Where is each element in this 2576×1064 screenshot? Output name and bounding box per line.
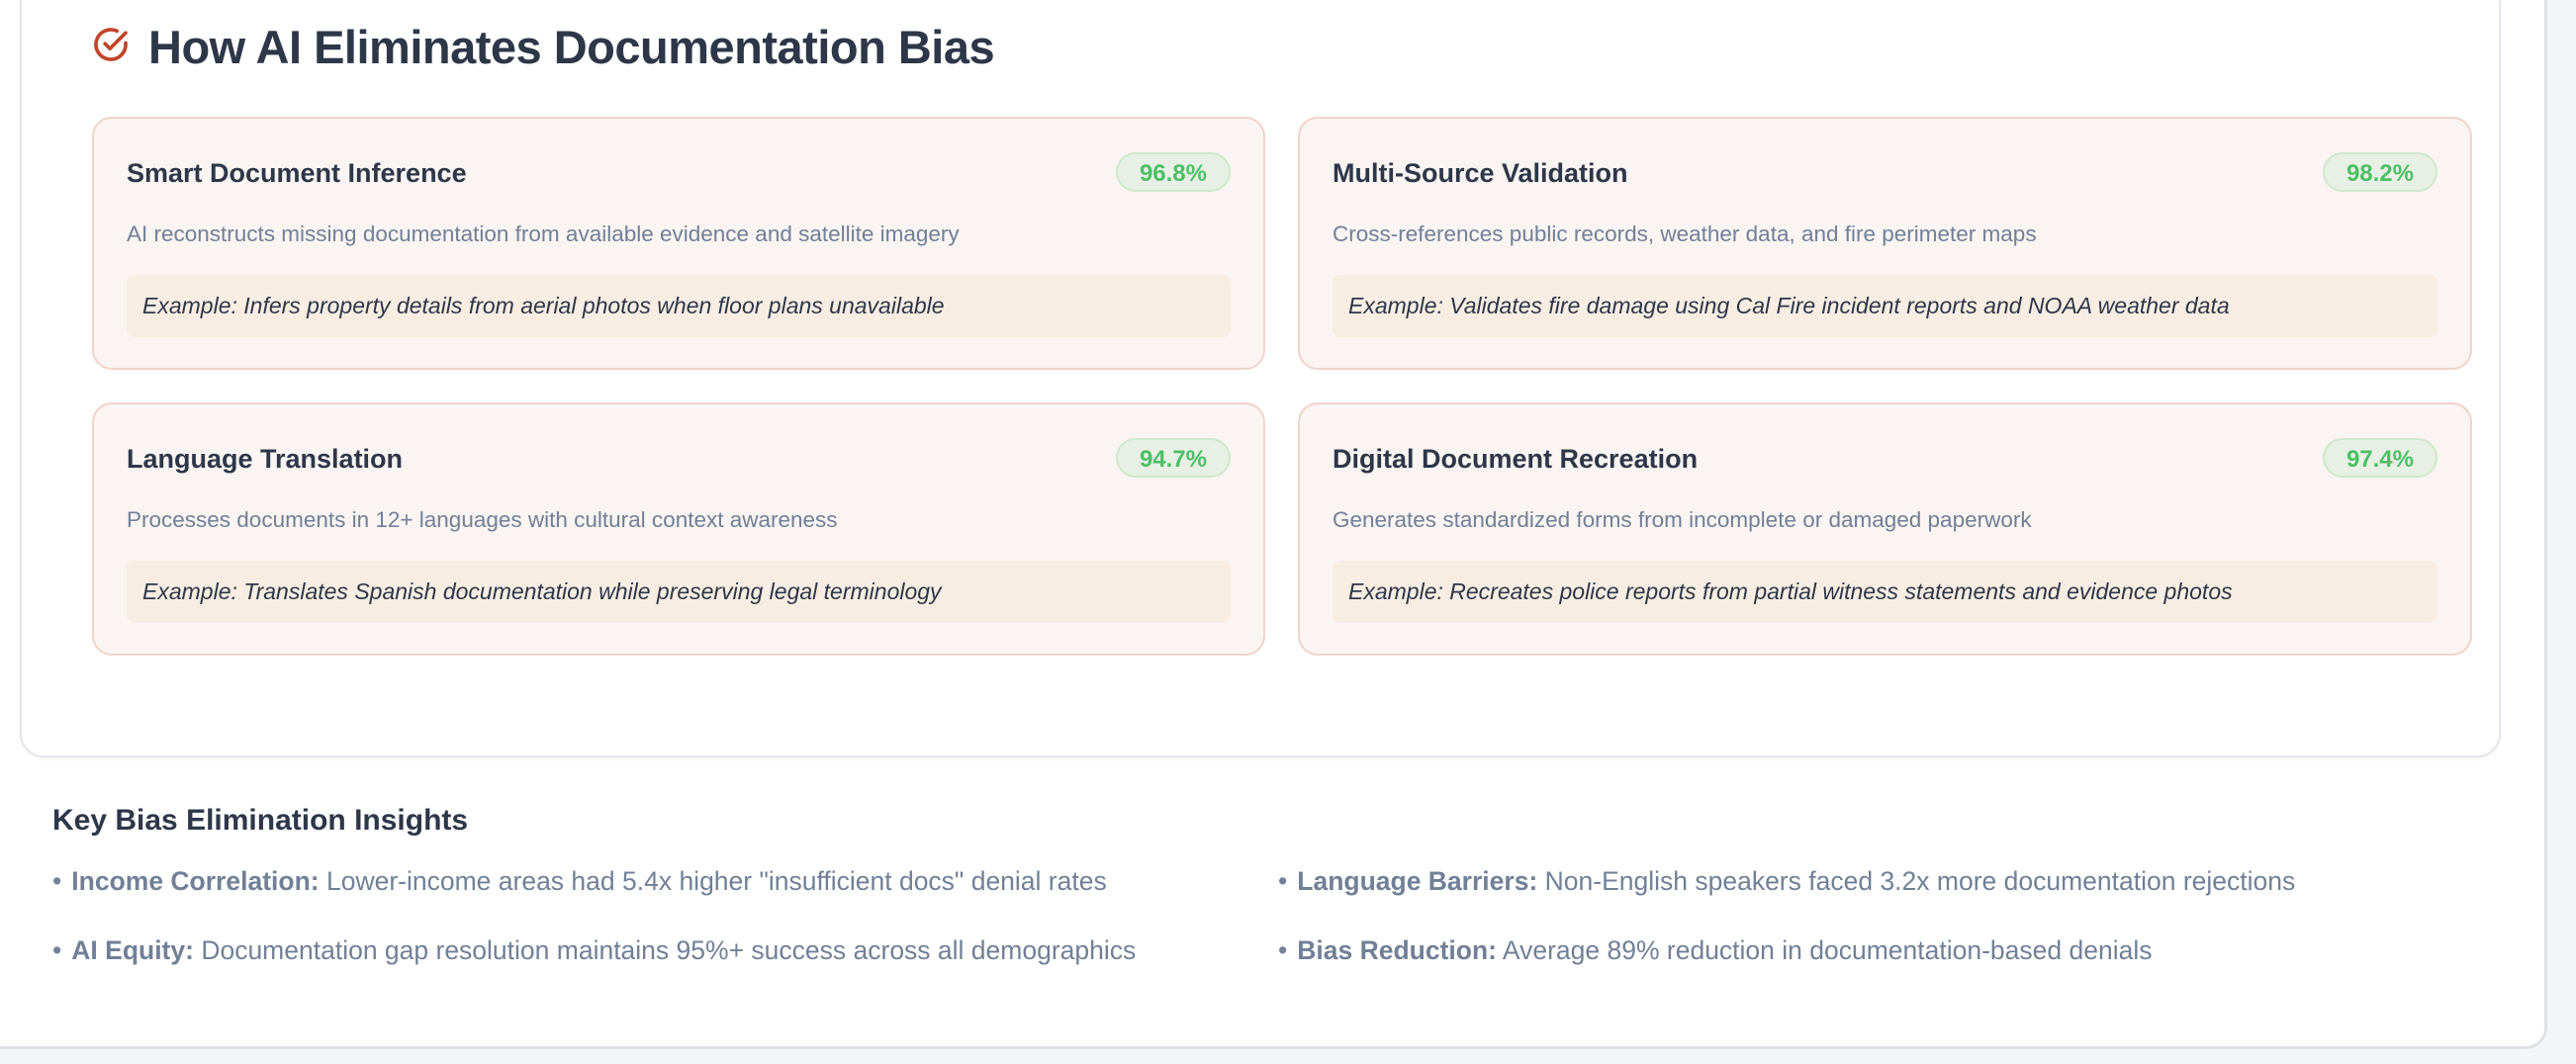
- bullet: •: [1278, 866, 1288, 896]
- insight-bias-reduction: • Bias Reduction: Average 89% reduction i…: [1278, 935, 2152, 966]
- insight-label: Income Correlation:: [71, 866, 320, 896]
- accuracy-badge: 98.2%: [2322, 152, 2438, 192]
- card-description: Cross-references public records, weather…: [1333, 222, 2037, 246]
- card-title: Smart Document Inference: [127, 158, 467, 188]
- card-description: Processes documents in 12+ languages wit…: [127, 507, 838, 532]
- insight-text: Lower-income areas had 5.4x higher "insu…: [319, 866, 1107, 896]
- insight-ai-equity: • AI Equity: Documentation gap resolution…: [52, 935, 1136, 966]
- accuracy-badge: 97.4%: [2322, 438, 2438, 478]
- page-panel: How AI Eliminates Documentation Bias Sma…: [0, 0, 2547, 1049]
- insight-income-correlation: • Income Correlation: Lower-income areas …: [52, 866, 1107, 897]
- card-title: Digital Document Recreation: [1333, 444, 1699, 474]
- section-header: How AI Eliminates Documentation Bias: [91, 20, 995, 74]
- accuracy-badge: 94.7%: [1115, 438, 1231, 478]
- check-circle-icon: [91, 25, 131, 69]
- insights-title: Key Bias Elimination Insights: [52, 804, 469, 837]
- method-card-smart-document-inference: Smart Document Inference 96.8% AI recons…: [92, 117, 1265, 370]
- insight-text: Average 89% reduction in documentation-b…: [1497, 935, 2153, 965]
- card-example: Example: Recreates police reports from p…: [1333, 561, 2438, 623]
- insight-label: Bias Reduction:: [1297, 935, 1497, 965]
- card-description: Generates standardized forms from incomp…: [1333, 507, 2032, 532]
- insight-label: Language Barriers:: [1297, 866, 1538, 896]
- method-card-multi-source-validation: Multi-Source Validation 98.2% Cross-refe…: [1298, 117, 2472, 370]
- card-example: Example: Infers property details from ae…: [127, 275, 1231, 337]
- card-title: Multi-Source Validation: [1333, 158, 1628, 188]
- card-example: Example: Validates fire damage using Cal…: [1333, 275, 2438, 337]
- insight-language-barriers: • Language Barriers: Non-English speakers…: [1278, 866, 2295, 897]
- method-cards: Smart Document Inference 96.8% AI recons…: [92, 117, 2472, 656]
- insight-text: Documentation gap resolution maintains 9…: [193, 935, 1137, 965]
- section-title: How AI Eliminates Documentation Bias: [148, 21, 995, 73]
- method-card-language-translation: Language Translation 94.7% Processes doc…: [92, 402, 1265, 656]
- card-example: Example: Translates Spanish documentatio…: [127, 561, 1231, 623]
- bullet: •: [52, 866, 62, 896]
- method-card-digital-document-recreation: Digital Document Recreation 97.4% Genera…: [1298, 402, 2472, 656]
- bullet: •: [1278, 935, 1288, 965]
- card-description: AI reconstructs missing documentation fr…: [127, 222, 960, 246]
- bullet: •: [52, 935, 62, 965]
- card-title: Language Translation: [127, 444, 404, 474]
- bias-elimination-section: How AI Eliminates Documentation Bias Sma…: [20, 0, 2501, 757]
- insight-text: Non-English speakers faced 3.2x more doc…: [1537, 866, 2296, 896]
- insight-label: AI Equity:: [71, 935, 194, 965]
- accuracy-badge: 96.8%: [1115, 152, 1231, 192]
